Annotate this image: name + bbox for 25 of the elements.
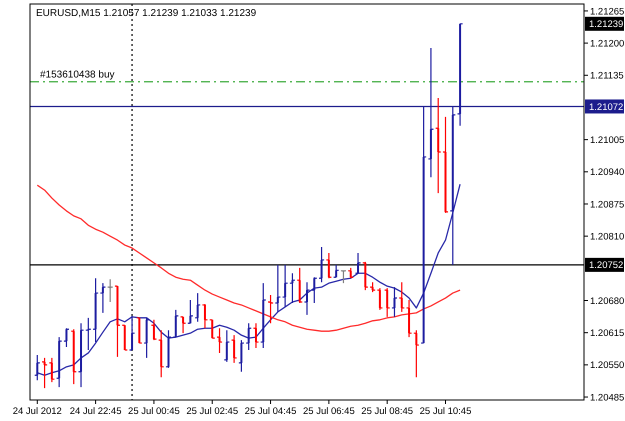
y-tick-label: 1.20615 [590,328,624,340]
line-series [36,184,461,332]
annotation: 1.20752 [589,260,624,272]
y-tick-label: 1.21005 [590,134,624,146]
chart-title: EURUSD,M15 1.21057 1.21239 1.21033 1.21239 [36,8,257,19]
x-tick-label: 25 Jul 00:45 [128,406,180,417]
x-tick-label: 25 Jul 08:45 [361,406,414,417]
ref-line-label: #153610438 buy [40,70,115,81]
y-tick-label: 1.20550 [590,360,624,372]
y-tick-label: 1.21265 [590,6,624,18]
x-tick-label: 24 Jul 2012 [12,406,62,417]
x-tick-label: 25 Jul 02:45 [186,406,238,417]
y-tick-label: 1.20810 [590,231,624,242]
y-tick-label: 1.20940 [590,167,624,178]
y-tick-label: 1.21200 [590,38,624,50]
annotation: 1.21239 [589,19,624,30]
y-tick-label: 1.20875 [590,199,624,210]
x-tick-label: 24 Jul 22:45 [70,406,122,417]
annotation: 1.21072 [589,102,624,113]
y-tick-label: 1.21135 [590,70,624,82]
x-tick-label: 25 Jul 04:45 [244,406,296,417]
y-tick-label: 1.20485 [590,392,624,404]
x-tick-label: 25 Jul 10:45 [420,406,472,417]
x-tick-label: 25 Jul 06:45 [302,406,355,417]
y-tick-label: 1.20680 [590,296,624,307]
